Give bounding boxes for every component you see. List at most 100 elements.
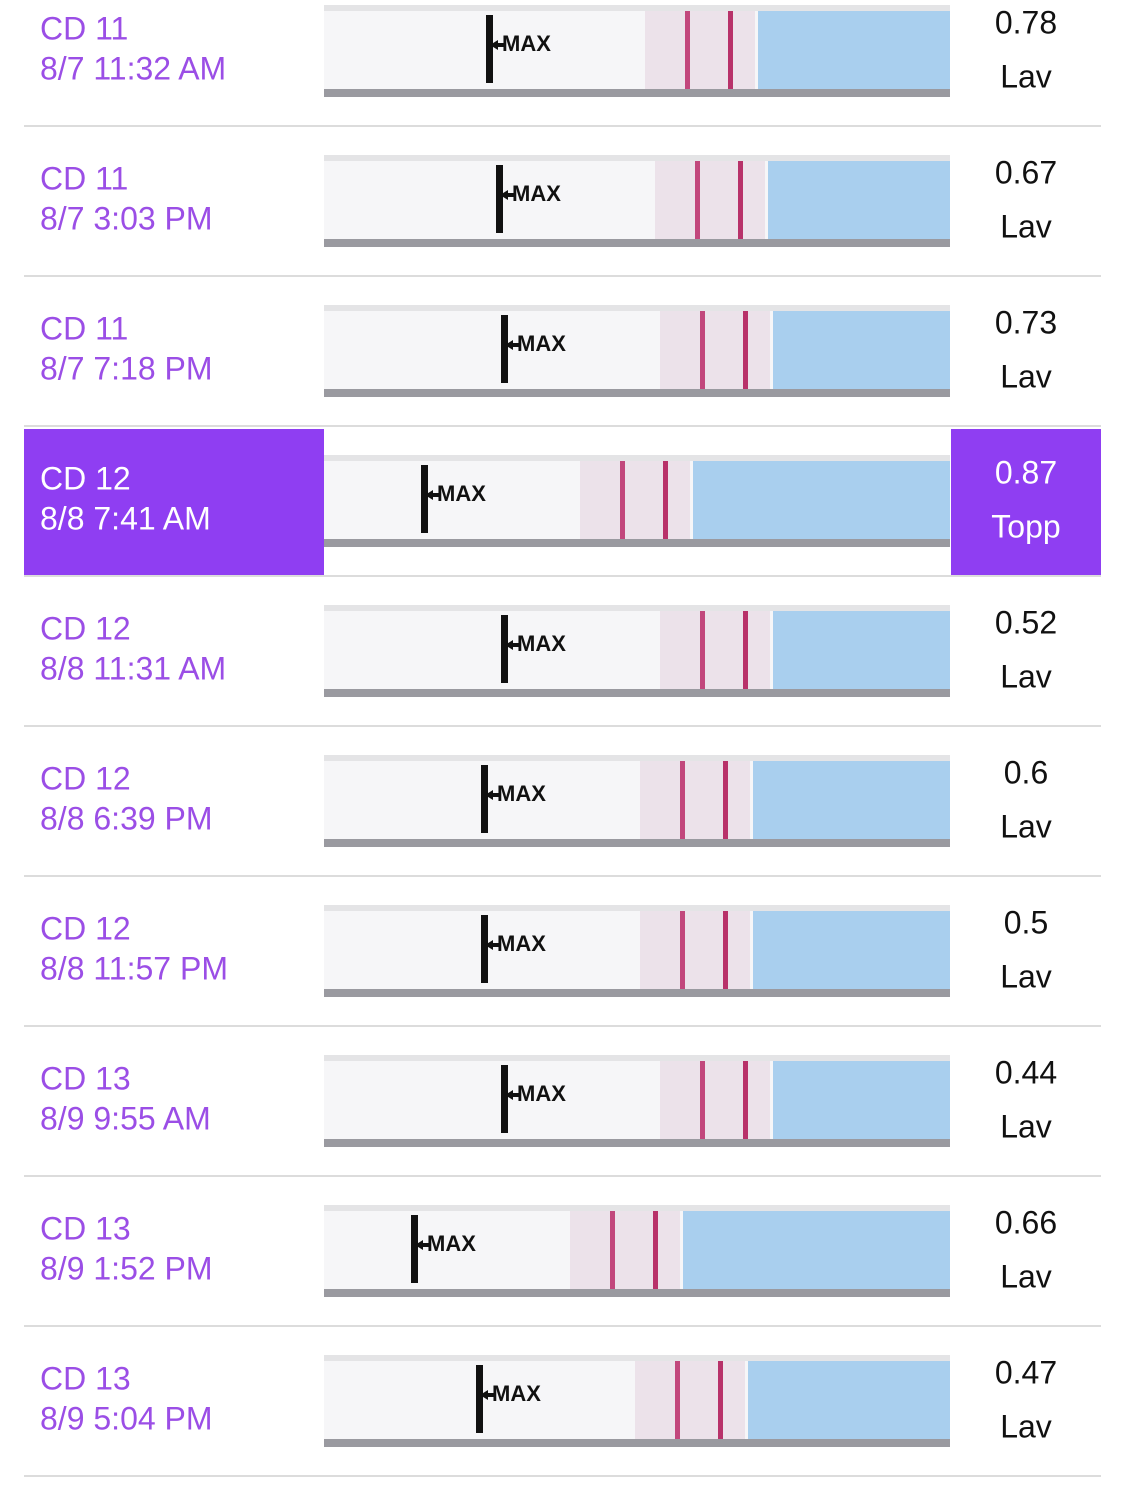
cycle-day: CD 11	[40, 10, 128, 46]
test-time: 8/8 6:39 PM	[40, 800, 213, 836]
test-strip: MAX	[324, 755, 950, 847]
cycle-day: CD 11	[40, 160, 128, 196]
max-bar	[421, 465, 428, 533]
test-strip: MAX	[324, 1055, 950, 1147]
strip-shadow	[324, 389, 950, 397]
test-line	[743, 311, 748, 389]
strip-window	[645, 11, 755, 89]
test-time: 8/9 1:52 PM	[40, 1250, 213, 1286]
control-line	[685, 11, 690, 89]
test-row[interactable]: CD 13 8/9 5:04 PM MAX 0.47 Lav	[24, 1354, 1101, 1477]
test-time: 8/7 11:32 AM	[40, 50, 226, 86]
cycle-day: CD 13	[40, 1360, 131, 1396]
cycle-day: CD 12	[40, 460, 131, 496]
test-row[interactable]: CD 12 8/8 7:41 AM MAX 0.87 Topp	[24, 429, 1101, 577]
test-strip: MAX	[324, 155, 950, 247]
max-text: MAX	[517, 1081, 566, 1106]
strip-blue	[758, 11, 950, 89]
lh-value: 0.78	[995, 4, 1057, 40]
test-row[interactable]: CD 11 8/7 3:03 PM MAX 0.67 Lav	[24, 154, 1101, 277]
test-time: 8/8 11:31 AM	[40, 650, 226, 686]
lh-result: Topp	[991, 508, 1060, 544]
test-strip: MAX	[324, 1355, 950, 1447]
strip-blue	[768, 161, 950, 239]
strip-blue	[753, 761, 950, 839]
lh-result: Lav	[1000, 1108, 1052, 1144]
max-arrow	[480, 1390, 496, 1400]
cycle-day: CD 13	[40, 1210, 131, 1246]
max-bar	[501, 615, 508, 683]
strip-window	[660, 1061, 770, 1139]
test-line	[743, 1061, 748, 1139]
lh-result: Lav	[1000, 208, 1052, 244]
cycle-day: CD 13	[40, 1060, 131, 1096]
test-line	[738, 161, 743, 239]
strip-window	[640, 761, 750, 839]
max-text: MAX	[497, 781, 546, 806]
test-time: 8/7 3:03 PM	[40, 200, 213, 236]
control-line	[610, 1211, 615, 1289]
max-arrow	[425, 490, 441, 500]
strip-window	[660, 311, 770, 389]
lh-value: 0.66	[995, 1204, 1057, 1240]
test-strip: MAX	[324, 305, 950, 397]
test-strip: MAX	[324, 605, 950, 697]
test-row[interactable]: CD 11 8/7 11:32 AM MAX 0.78 Lav	[24, 4, 1101, 127]
test-time: 8/9 9:55 AM	[40, 1100, 211, 1136]
lh-result: Lav	[1000, 658, 1052, 694]
max-arrow	[485, 940, 501, 950]
max-bar	[501, 1065, 508, 1133]
strip-blue	[773, 311, 950, 389]
max-bar	[476, 1365, 483, 1433]
strip-window	[660, 611, 770, 689]
max-arrow	[415, 1240, 431, 1250]
max-text: MAX	[517, 331, 566, 356]
max-text: MAX	[427, 1231, 476, 1256]
max-arrow	[505, 1090, 521, 1100]
max-arrow	[485, 790, 501, 800]
lh-result: Lav	[1000, 358, 1052, 394]
lh-result: Lav	[1000, 58, 1052, 94]
test-row[interactable]: CD 12 8/8 11:57 PM MAX 0.5 Lav	[24, 904, 1101, 1027]
lh-result: Lav	[1000, 1258, 1052, 1294]
test-row[interactable]: CD 13 8/9 1:52 PM MAX 0.66 Lav	[24, 1204, 1101, 1327]
control-line	[675, 1361, 680, 1439]
test-row[interactable]: CD 12 8/8 11:31 AM MAX 0.52 Lav	[24, 604, 1101, 727]
strip-shadow	[324, 539, 950, 547]
max-arrow	[505, 640, 521, 650]
lh-result: Lav	[1000, 1408, 1052, 1444]
max-text: MAX	[502, 31, 551, 56]
control-line	[620, 461, 625, 539]
cycle-day: CD 12	[40, 760, 131, 796]
max-bar	[501, 315, 508, 383]
cycle-day: CD 12	[40, 910, 131, 946]
strip-window	[580, 461, 690, 539]
lh-value: 0.87	[995, 454, 1057, 490]
lh-value: 0.44	[995, 1054, 1057, 1090]
control-line	[700, 1061, 705, 1139]
max-bar	[411, 1215, 418, 1283]
max-text: MAX	[517, 631, 566, 656]
max-text: MAX	[437, 481, 486, 506]
test-line	[663, 461, 668, 539]
strip-shadow	[324, 839, 950, 847]
max-arrow	[500, 190, 516, 200]
control-line	[695, 161, 700, 239]
test-row[interactable]: CD 12 8/8 6:39 PM MAX 0.6 Lav	[24, 754, 1101, 877]
strip-shadow	[324, 1439, 950, 1447]
strip-shadow	[324, 689, 950, 697]
test-line	[718, 1361, 723, 1439]
test-line	[728, 11, 733, 89]
test-row[interactable]: CD 11 8/7 7:18 PM MAX 0.73 Lav	[24, 304, 1101, 427]
test-row[interactable]: CD 13 8/9 9:55 AM MAX 0.44 Lav	[24, 1054, 1101, 1177]
max-bar	[481, 765, 488, 833]
max-bar	[481, 915, 488, 983]
max-text: MAX	[512, 181, 561, 206]
strip-window	[655, 161, 765, 239]
test-strip: MAX	[324, 5, 950, 97]
control-line	[700, 311, 705, 389]
control-line	[700, 611, 705, 689]
lh-value: 0.67	[995, 154, 1057, 190]
strip-blue	[753, 911, 950, 989]
